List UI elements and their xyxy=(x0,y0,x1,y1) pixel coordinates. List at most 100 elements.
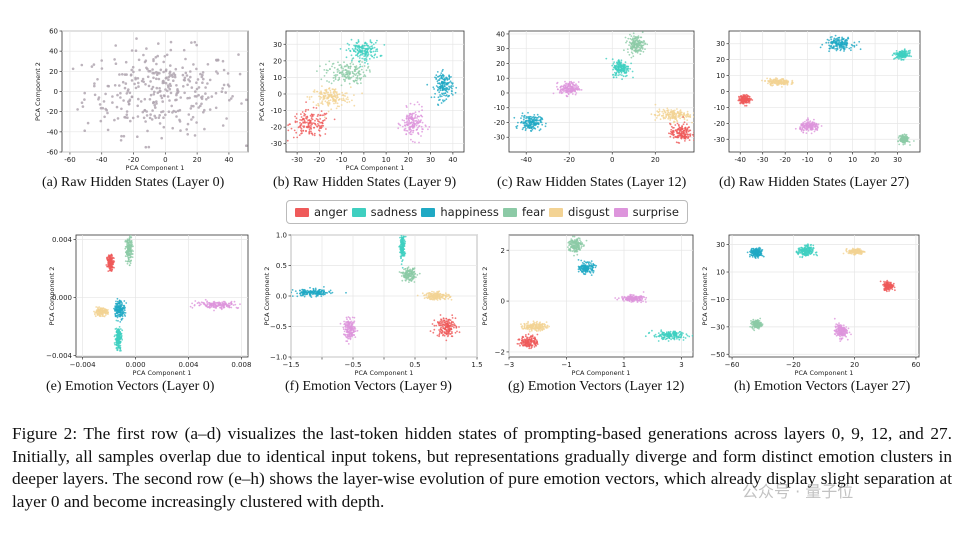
data-point xyxy=(200,75,204,79)
data-point xyxy=(105,264,108,266)
data-point xyxy=(817,123,820,126)
data-point xyxy=(684,140,686,142)
data-point xyxy=(137,85,140,88)
data-point xyxy=(208,307,211,309)
data-point xyxy=(366,50,368,53)
data-point xyxy=(197,86,201,89)
data-point xyxy=(662,112,665,115)
data-point xyxy=(169,64,172,67)
data-point xyxy=(775,82,777,85)
data-point xyxy=(791,81,793,84)
data-point xyxy=(331,96,334,99)
data-point xyxy=(199,104,202,108)
data-point xyxy=(443,99,446,102)
data-point xyxy=(131,116,135,120)
data-point xyxy=(370,41,373,44)
data-point xyxy=(413,281,416,283)
data-point xyxy=(370,45,372,48)
data-point xyxy=(208,78,212,82)
data-point xyxy=(903,133,906,136)
data-point xyxy=(152,93,156,96)
data-point xyxy=(295,131,298,134)
x-tick-label: -40 xyxy=(735,156,746,164)
data-point xyxy=(113,58,116,61)
data-point xyxy=(644,43,646,46)
data-point xyxy=(782,79,785,81)
data-point xyxy=(118,301,121,304)
data-point xyxy=(296,136,299,139)
data-point xyxy=(627,51,629,53)
data-point xyxy=(451,94,454,96)
y-tick-label: 0 xyxy=(278,90,282,98)
data-point xyxy=(517,121,519,124)
data-point xyxy=(418,121,421,124)
data-point xyxy=(118,315,121,318)
data-point xyxy=(316,70,318,72)
data-point xyxy=(348,82,351,85)
data-point xyxy=(208,108,212,111)
data-point xyxy=(808,124,810,127)
data-point xyxy=(532,116,535,118)
data-point xyxy=(781,78,783,80)
cluster-surprise xyxy=(397,101,431,144)
data-point xyxy=(379,55,382,57)
data-point xyxy=(151,68,154,71)
data-point xyxy=(325,71,328,74)
data-point xyxy=(155,77,158,81)
data-point xyxy=(527,111,529,114)
data-point xyxy=(837,37,839,39)
data-point xyxy=(521,115,523,117)
data-point xyxy=(333,118,336,121)
data-point xyxy=(175,84,178,87)
data-point xyxy=(686,119,689,121)
data-point xyxy=(409,126,412,128)
data-point xyxy=(670,109,673,111)
data-point xyxy=(420,125,423,128)
data-point xyxy=(574,93,577,96)
data-point xyxy=(118,299,121,302)
data-point xyxy=(333,80,335,82)
data-point xyxy=(908,52,911,55)
data-point xyxy=(141,77,145,81)
data-point xyxy=(325,63,327,66)
data-point xyxy=(363,65,366,67)
x-tick-label: −0.004 xyxy=(70,361,96,369)
data-point xyxy=(99,315,102,318)
data-point xyxy=(221,307,223,309)
data-point xyxy=(524,129,527,132)
data-point xyxy=(906,139,909,142)
data-point xyxy=(577,85,580,88)
data-point xyxy=(674,136,677,139)
data-point xyxy=(524,124,526,127)
data-point xyxy=(420,135,422,137)
data-point xyxy=(624,61,627,64)
data-point xyxy=(118,326,121,328)
data-point xyxy=(115,346,118,349)
cluster-happiness xyxy=(513,111,547,133)
data-point xyxy=(828,39,830,42)
data-point xyxy=(448,86,451,88)
data-point xyxy=(338,105,340,108)
data-point xyxy=(668,115,671,118)
data-point xyxy=(523,126,526,128)
data-point xyxy=(118,328,120,331)
data-point xyxy=(515,127,518,129)
data-point xyxy=(313,132,316,135)
data-point xyxy=(119,328,122,330)
data-point xyxy=(902,50,904,53)
data-point xyxy=(323,119,326,121)
data-point xyxy=(415,129,418,131)
data-point xyxy=(309,114,312,117)
data-point xyxy=(807,117,809,119)
data-point xyxy=(769,77,772,80)
data-point xyxy=(627,70,630,72)
data-point xyxy=(363,58,365,60)
data-point xyxy=(406,130,409,132)
data-point xyxy=(137,97,140,101)
data-point xyxy=(533,121,536,124)
data-point xyxy=(662,116,665,119)
x-tick-label: −1.5 xyxy=(283,361,300,369)
data-point xyxy=(306,118,308,120)
x-tick-label: -30 xyxy=(291,156,302,164)
